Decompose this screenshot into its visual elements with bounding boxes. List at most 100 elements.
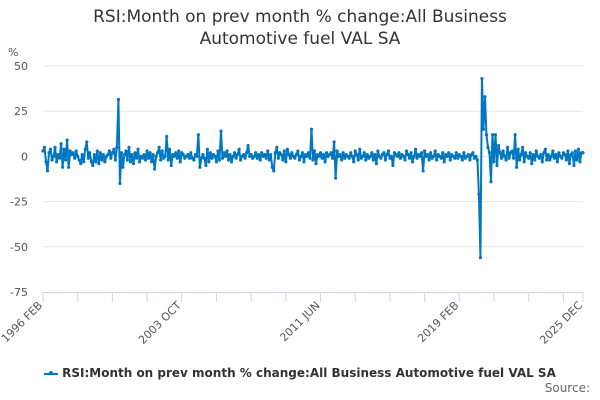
data-point: [534, 149, 538, 153]
data-point: [85, 140, 89, 144]
data-point: [306, 151, 311, 155]
data-point: [573, 149, 578, 153]
data-point: [578, 160, 582, 164]
data-point: [127, 145, 131, 149]
data-point: [545, 158, 549, 162]
data-point: [110, 151, 114, 155]
data-point: [201, 152, 205, 157]
data-point: [299, 154, 303, 158]
data-point: [560, 156, 564, 160]
data-point: [567, 162, 572, 166]
data-point: [82, 160, 86, 164]
data-point: [385, 152, 389, 157]
x-tick-label: 2019 FEB: [415, 299, 461, 345]
data-point: [548, 158, 552, 162]
data-point: [356, 158, 360, 162]
data-point: [418, 154, 422, 158]
data-point: [285, 147, 289, 151]
data-point: [312, 149, 317, 153]
data-point: [564, 158, 569, 162]
data-point: [501, 149, 505, 153]
data-point: [441, 151, 445, 155]
data-point: [383, 158, 388, 162]
data-point: [272, 169, 276, 173]
data-point: [338, 152, 342, 157]
data-point: [487, 151, 492, 155]
data-point: [403, 158, 407, 162]
data-point: [192, 158, 196, 162]
data-point: [231, 154, 235, 158]
data-point: [334, 176, 338, 180]
data-point: [314, 162, 318, 166]
y-tick-label: 25: [14, 105, 28, 118]
data-point: [260, 151, 264, 155]
data-point: [219, 129, 223, 133]
data-point: [279, 152, 283, 157]
data-point: [282, 149, 286, 153]
data-point: [68, 149, 72, 153]
data-point: [412, 154, 416, 158]
data-point: [352, 160, 356, 164]
data-point: [386, 149, 391, 153]
data-point: [246, 143, 250, 148]
data-point: [91, 163, 95, 168]
data-point: [94, 160, 98, 164]
data-point: [362, 151, 366, 155]
data-point: [237, 147, 241, 151]
y-tick-label: -75: [10, 286, 28, 299]
data-point: [172, 154, 176, 158]
data-point: [143, 158, 148, 162]
data-point: [216, 149, 220, 153]
data-point: [515, 165, 519, 169]
data-point: [522, 160, 526, 164]
data-point: [207, 160, 211, 164]
data-point: [355, 152, 359, 157]
data-point: [133, 151, 137, 155]
data-point: [243, 156, 247, 160]
data-point: [196, 133, 200, 137]
data-point: [50, 158, 54, 162]
data-point: [516, 147, 520, 151]
data-point: [555, 160, 559, 164]
data-point: [122, 152, 127, 157]
data-point: [71, 151, 75, 155]
data-point: [466, 152, 470, 157]
data-point: [61, 165, 65, 169]
data-point: [156, 151, 160, 155]
data-point: [252, 154, 256, 158]
data-point: [364, 158, 368, 162]
data-point: [257, 152, 261, 157]
data-point: [371, 158, 375, 162]
data-point: [41, 149, 45, 153]
data-point: [130, 152, 134, 157]
data-point: [76, 154, 80, 158]
data-point: [74, 149, 78, 153]
data-point: [343, 156, 347, 160]
data-point: [225, 149, 229, 153]
data-point: [445, 154, 449, 158]
data-point: [88, 151, 92, 155]
data-point: [186, 152, 190, 157]
source-label[interactable]: Source:: [544, 381, 590, 395]
data-point: [415, 156, 419, 160]
data-point: [321, 152, 326, 157]
data-point: [242, 152, 246, 157]
data-point: [202, 156, 206, 160]
data-point: [254, 151, 258, 155]
data-point: [406, 152, 410, 157]
data-point: [398, 156, 403, 160]
legend[interactable]: RSI:Month on prev month % change:All Bus…: [0, 366, 600, 380]
data-point: [510, 149, 514, 153]
data-point: [353, 149, 357, 153]
data-point: [199, 156, 203, 160]
data-point: [332, 140, 336, 144]
data-point: [222, 151, 226, 155]
y-tick-label: 50: [14, 60, 28, 73]
data-point: [59, 142, 63, 146]
data-point: [160, 149, 164, 153]
data-point: [435, 158, 439, 162]
data-point: [504, 158, 508, 162]
data-point: [483, 95, 487, 99]
data-point: [205, 147, 210, 151]
